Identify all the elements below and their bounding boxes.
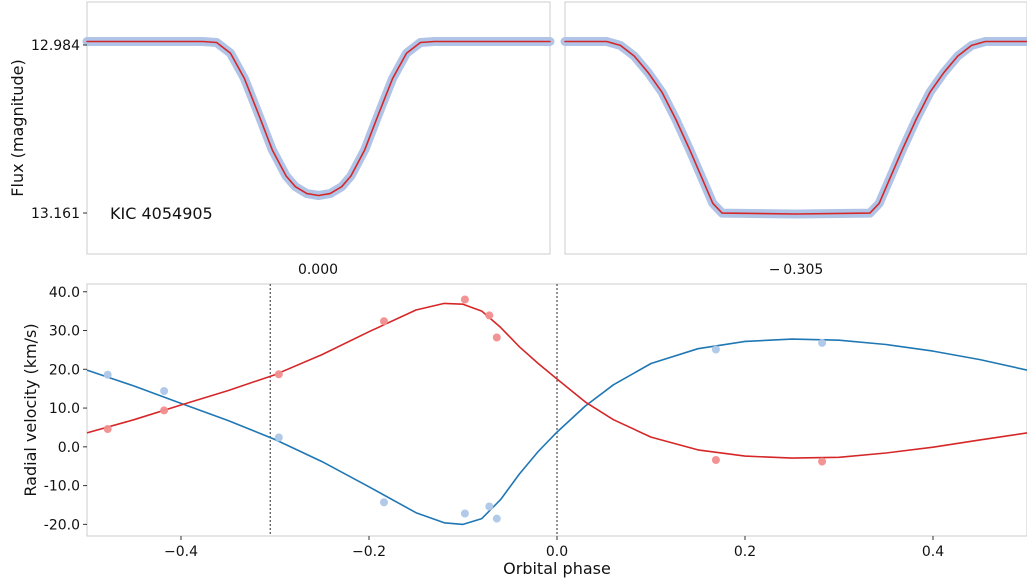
rv-blue-model-curve: [86, 338, 1027, 526]
secondary-series-layer: [560, 37, 1027, 219]
rv-blue-point: [460, 509, 469, 518]
rv-xlabel: Orbital phase: [503, 559, 611, 578]
rv-blue-point: [711, 345, 720, 354]
rv-red-point: [492, 333, 501, 342]
rv-blue-point: [492, 514, 501, 523]
rv-red-point: [818, 457, 827, 466]
primary-ytick-label-top: 12.984: [31, 38, 80, 54]
primary-model-curve: [86, 40, 551, 197]
rv-points-layer: [103, 295, 827, 523]
rv-red-point: [160, 406, 169, 415]
rv-ytick-label: 10.0: [49, 401, 80, 417]
rv-ylabel: Radial velocity (km/s): [21, 323, 40, 496]
rv-curves-layer: [86, 302, 1027, 526]
rv-ticks-layer: −0.4 −0.2 0.0 0.2 0.4 40.0 30.0 20.0 10.0 0.0 -10.…: [44, 285, 944, 560]
rv-red-model-curve: [86, 302, 1027, 459]
panel-primary-eclipse: 12.984 13.161 KIC 4054905 0.000 Flux (ma…: [8, 1, 555, 278]
rv-ytick-label: 20.0: [49, 362, 80, 378]
rv-xtick-label: −0.4: [164, 544, 198, 560]
primary-series-layer: [82, 37, 555, 200]
rv-blue-point: [380, 498, 388, 507]
rv-blue-point: [103, 370, 112, 379]
rv-xtick-label: 0.4: [922, 544, 944, 560]
rv-red-point: [274, 370, 283, 379]
rv-blue-point: [485, 502, 494, 511]
rv-vlines-layer: [269, 284, 558, 536]
secondary-xlabel: − 0.305: [769, 262, 824, 278]
rv-ytick-label: 30.0: [49, 324, 80, 340]
rv-red-point: [711, 456, 720, 464]
rv-blue-point: [818, 338, 827, 347]
rv-red-point: [460, 295, 469, 304]
panel-secondary-eclipse: − 0.305: [560, 1, 1027, 278]
rv-ytick-label: 0.0: [58, 440, 80, 456]
primary-ytick-label-bottom: 13.161: [31, 206, 80, 222]
rv-red-point: [380, 317, 388, 326]
secondary-model-curve: [564, 40, 1027, 215]
rv-xtick-label: 0.0: [546, 544, 568, 560]
rv-red-point: [103, 425, 112, 433]
rv-red-point: [485, 311, 494, 320]
rv-xtick-label: −0.2: [352, 544, 386, 560]
primary-star-annotation: KIC 4054905: [110, 204, 213, 223]
rv-blue-point: [274, 433, 283, 442]
primary-xlabel: 0.000: [298, 262, 338, 278]
rv-blue-point: [160, 387, 169, 395]
rv-ytick-label: -20.0: [44, 517, 80, 533]
panel-radial-velocity: −0.4 −0.2 0.0 0.2 0.4 40.0 30.0 20.0 10.0 0.0 -10.…: [21, 283, 1027, 578]
rv-ytick-label: -10.0: [44, 479, 80, 495]
rv-ytick-label: 40.0: [49, 285, 80, 301]
flux-ylabel: Flux (magnitude): [8, 59, 27, 196]
rv-xtick-label: 0.2: [734, 544, 756, 560]
